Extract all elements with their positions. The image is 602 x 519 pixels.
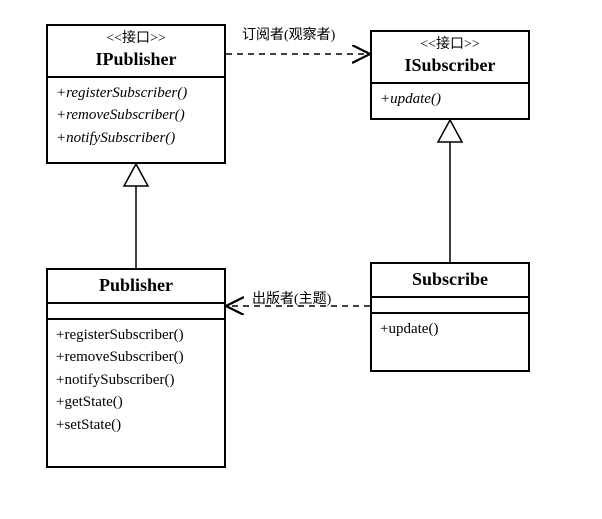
operations: +update() [372,314,528,345]
operations: +registerSubscriber() +removeSubscriber(… [48,320,224,441]
op: +update() [380,88,520,111]
attributes [48,304,224,320]
op: +update() [380,318,520,341]
dependency-label-publisher: 出版者(主题) [250,288,333,308]
class-title: <<接口>> ISubscriber [372,32,528,84]
op: +removeSubscriber() [56,104,216,127]
operations: +registerSubscriber() +removeSubscriber(… [48,78,224,154]
class-ipublisher: <<接口>> IPublisher +registerSubscriber() … [46,24,226,164]
stereotype-label: <<接口>> [378,36,522,54]
stereotype-label: <<接口>> [54,30,218,48]
attributes [372,298,528,314]
class-isubscriber: <<接口>> ISubscriber +update() [370,30,530,120]
realization-pub-ipub-head [124,164,148,186]
op: +registerSubscriber() [56,82,216,105]
op: +notifySubscriber() [56,369,216,392]
class-publisher: Publisher +registerSubscriber() +removeS… [46,268,226,468]
class-title: Publisher [48,270,224,304]
realization-sub-isub-head [438,120,462,142]
op: +removeSubscriber() [56,346,216,369]
class-subscribe: Subscribe +update() [370,262,530,372]
op: +notifySubscriber() [56,127,216,150]
op: +getState() [56,391,216,414]
class-name: Subscribe [412,269,488,289]
class-title: Subscribe [372,264,528,298]
class-name: ISubscriber [404,55,495,75]
class-title: <<接口>> IPublisher [48,26,224,78]
dependency-label-subscriber: 订阅者(观察者) [240,24,337,44]
op: +setState() [56,414,216,437]
class-name: Publisher [99,275,173,295]
operations: +update() [372,84,528,115]
op: +registerSubscriber() [56,324,216,347]
class-name: IPublisher [95,49,176,69]
